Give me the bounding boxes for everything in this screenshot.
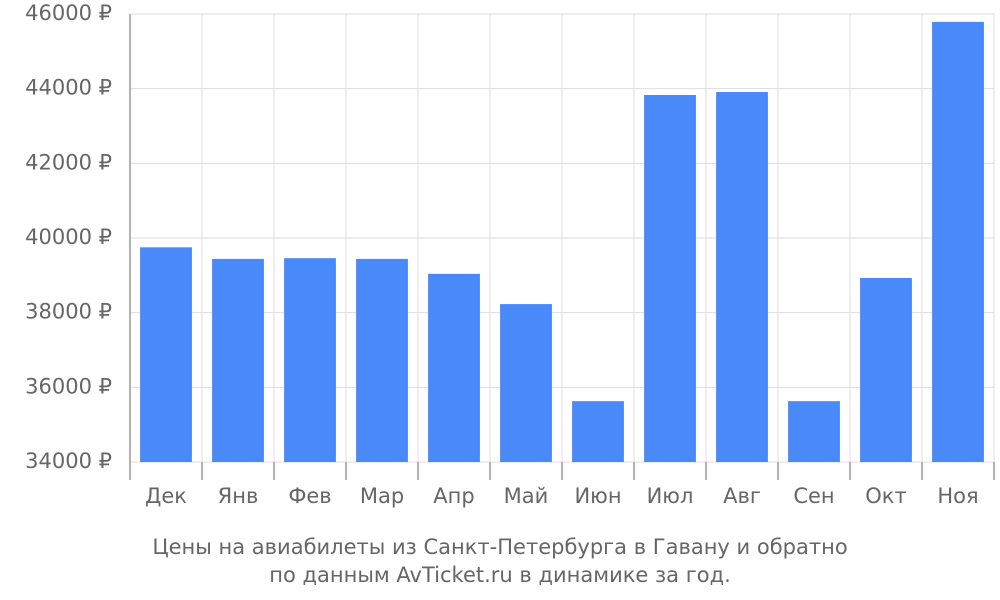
bar — [212, 258, 264, 462]
x-tick-label: Сен — [793, 484, 834, 508]
x-tick-label: Дек — [145, 484, 187, 508]
caption-line: по данным AvTicket.ru в динамике за год. — [269, 563, 731, 587]
y-tick-label: 40000 ₽ — [25, 225, 112, 249]
bar — [356, 258, 408, 462]
bar — [500, 304, 552, 462]
bar — [932, 21, 984, 463]
x-tick-label: Май — [504, 484, 549, 508]
bar — [644, 95, 696, 462]
bar — [860, 277, 912, 462]
x-tick-label: Окт — [865, 484, 906, 508]
bar — [572, 401, 624, 462]
y-tick-label: 46000 ₽ — [25, 1, 112, 25]
x-tick-label: Мар — [360, 484, 404, 508]
x-tick-label: Июн — [574, 484, 621, 508]
x-tick-label: Апр — [433, 484, 474, 508]
y-tick-label: 36000 ₽ — [25, 374, 112, 398]
x-tick-label: Янв — [218, 484, 259, 508]
x-tick-label: Авг — [723, 484, 761, 508]
bar — [716, 92, 768, 462]
bar — [788, 401, 840, 462]
x-tick-label: Июл — [647, 484, 694, 508]
x-tick-label: Фев — [288, 484, 331, 508]
bar — [284, 258, 336, 462]
y-tick-label: 42000 ₽ — [25, 150, 112, 174]
x-tick-label: Ноя — [937, 484, 978, 508]
bar — [140, 247, 192, 462]
y-tick-label: 34000 ₽ — [25, 449, 112, 473]
bar — [428, 273, 480, 462]
y-tick-label: 38000 ₽ — [25, 300, 112, 324]
caption-line: Цены на авиабилеты из Санкт-Петербурга в… — [152, 535, 847, 559]
y-tick-label: 44000 ₽ — [25, 76, 112, 100]
